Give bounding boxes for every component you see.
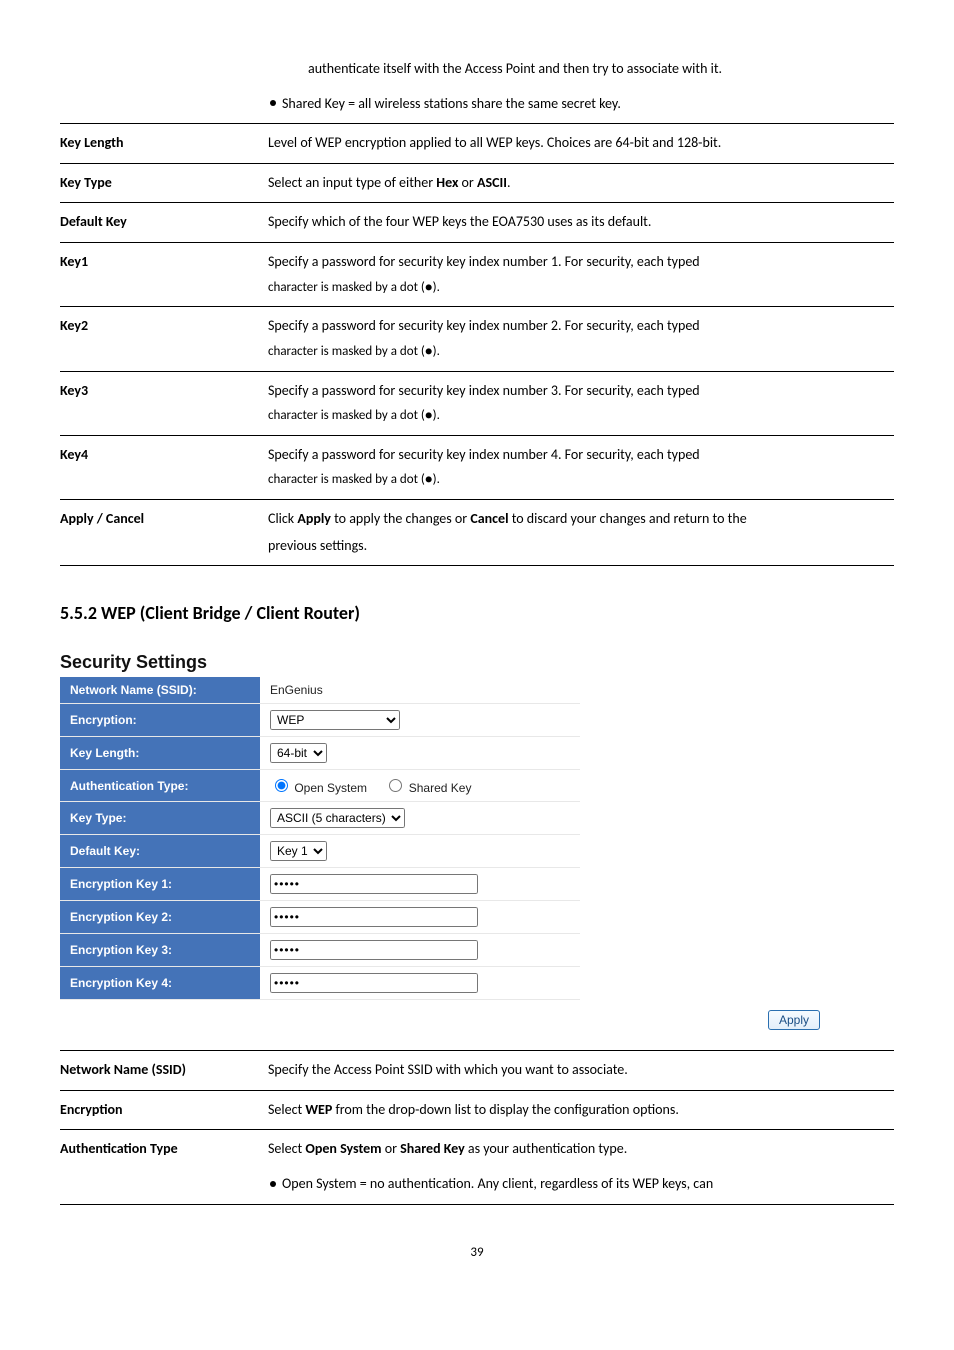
- row-label: Key3: [60, 371, 268, 435]
- keytype-select[interactable]: ASCII (5 characters): [270, 808, 405, 828]
- definition-table-2: Network Name (SSID) Specify the Access P…: [60, 1050, 894, 1204]
- encryption-key-2-input[interactable]: [270, 907, 478, 927]
- row-label: Key2: [60, 307, 268, 371]
- bullet-icon: [270, 100, 276, 106]
- keylength-select[interactable]: 64-bit: [270, 743, 327, 763]
- encryption-key-3-input[interactable]: [270, 940, 478, 960]
- authtype-label: Authentication Type:: [60, 770, 260, 802]
- row-label: Default Key: [60, 203, 268, 243]
- empty-cell: [60, 50, 268, 124]
- row-desc: Specify a password for security key inde…: [268, 242, 894, 306]
- row-label: Key Length: [60, 124, 268, 164]
- keylength-label: Key Length:: [60, 737, 260, 770]
- defaultkey-label: Default Key:: [60, 835, 260, 868]
- row-desc: Select WEP from the drop-down list to di…: [268, 1090, 894, 1130]
- row-label: Encryption: [60, 1090, 268, 1130]
- ek4-label: Encryption Key 4:: [60, 967, 260, 1000]
- ek1-label: Encryption Key 1:: [60, 868, 260, 901]
- keytype-label: Key Type:: [60, 802, 260, 835]
- defaultkey-select[interactable]: Key 1: [270, 841, 327, 861]
- continuation-text: authenticate itself with the Access Poin…: [268, 50, 894, 124]
- row-desc: Click Apply to apply the changes or Canc…: [268, 500, 894, 566]
- bullet-icon: [270, 1181, 276, 1187]
- shared-key-radio[interactable]: Shared Key: [384, 781, 471, 795]
- encryption-label: Encryption:: [60, 704, 260, 737]
- encryption-key-1-input[interactable]: [270, 874, 478, 894]
- row-desc: Select Open System or Shared Key as your…: [268, 1130, 894, 1204]
- row-label: Key Type: [60, 163, 268, 203]
- row-desc: Specify a password for security key inde…: [268, 307, 894, 371]
- definition-table-1: authenticate itself with the Access Poin…: [60, 50, 894, 566]
- row-desc: Level of WEP encryption applied to all W…: [268, 124, 894, 164]
- row-label: Key1: [60, 242, 268, 306]
- apply-button[interactable]: Apply: [768, 1010, 820, 1030]
- ek3-label: Encryption Key 3:: [60, 934, 260, 967]
- section-heading: 5.5.2 WEP (Client Bridge / Client Router…: [60, 602, 894, 624]
- row-desc: Specify the Access Point SSID with which…: [268, 1051, 894, 1091]
- ssid-label: Network Name (SSID):: [60, 677, 260, 704]
- row-label: Network Name (SSID): [60, 1051, 268, 1091]
- open-system-radio[interactable]: Open System: [270, 781, 367, 795]
- encryption-key-4-input[interactable]: [270, 973, 478, 993]
- row-desc: Select an input type of either Hex or AS…: [268, 163, 894, 203]
- security-settings-form: Network Name (SSID): EnGenius Encryption…: [60, 677, 580, 1000]
- ssid-value: EnGenius: [260, 677, 580, 704]
- ek2-label: Encryption Key 2:: [60, 901, 260, 934]
- row-label: Authentication Type: [60, 1130, 268, 1204]
- row-desc: Specify a password for security key inde…: [268, 435, 894, 499]
- row-label: Apply / Cancel: [60, 500, 268, 566]
- row-desc: Specify which of the four WEP keys the E…: [268, 203, 894, 243]
- page-number: 39: [60, 1245, 894, 1260]
- encryption-select[interactable]: WEP: [270, 710, 400, 730]
- security-settings-title: Security Settings: [60, 652, 894, 673]
- row-desc: Specify a password for security key inde…: [268, 371, 894, 435]
- row-label: Key4: [60, 435, 268, 499]
